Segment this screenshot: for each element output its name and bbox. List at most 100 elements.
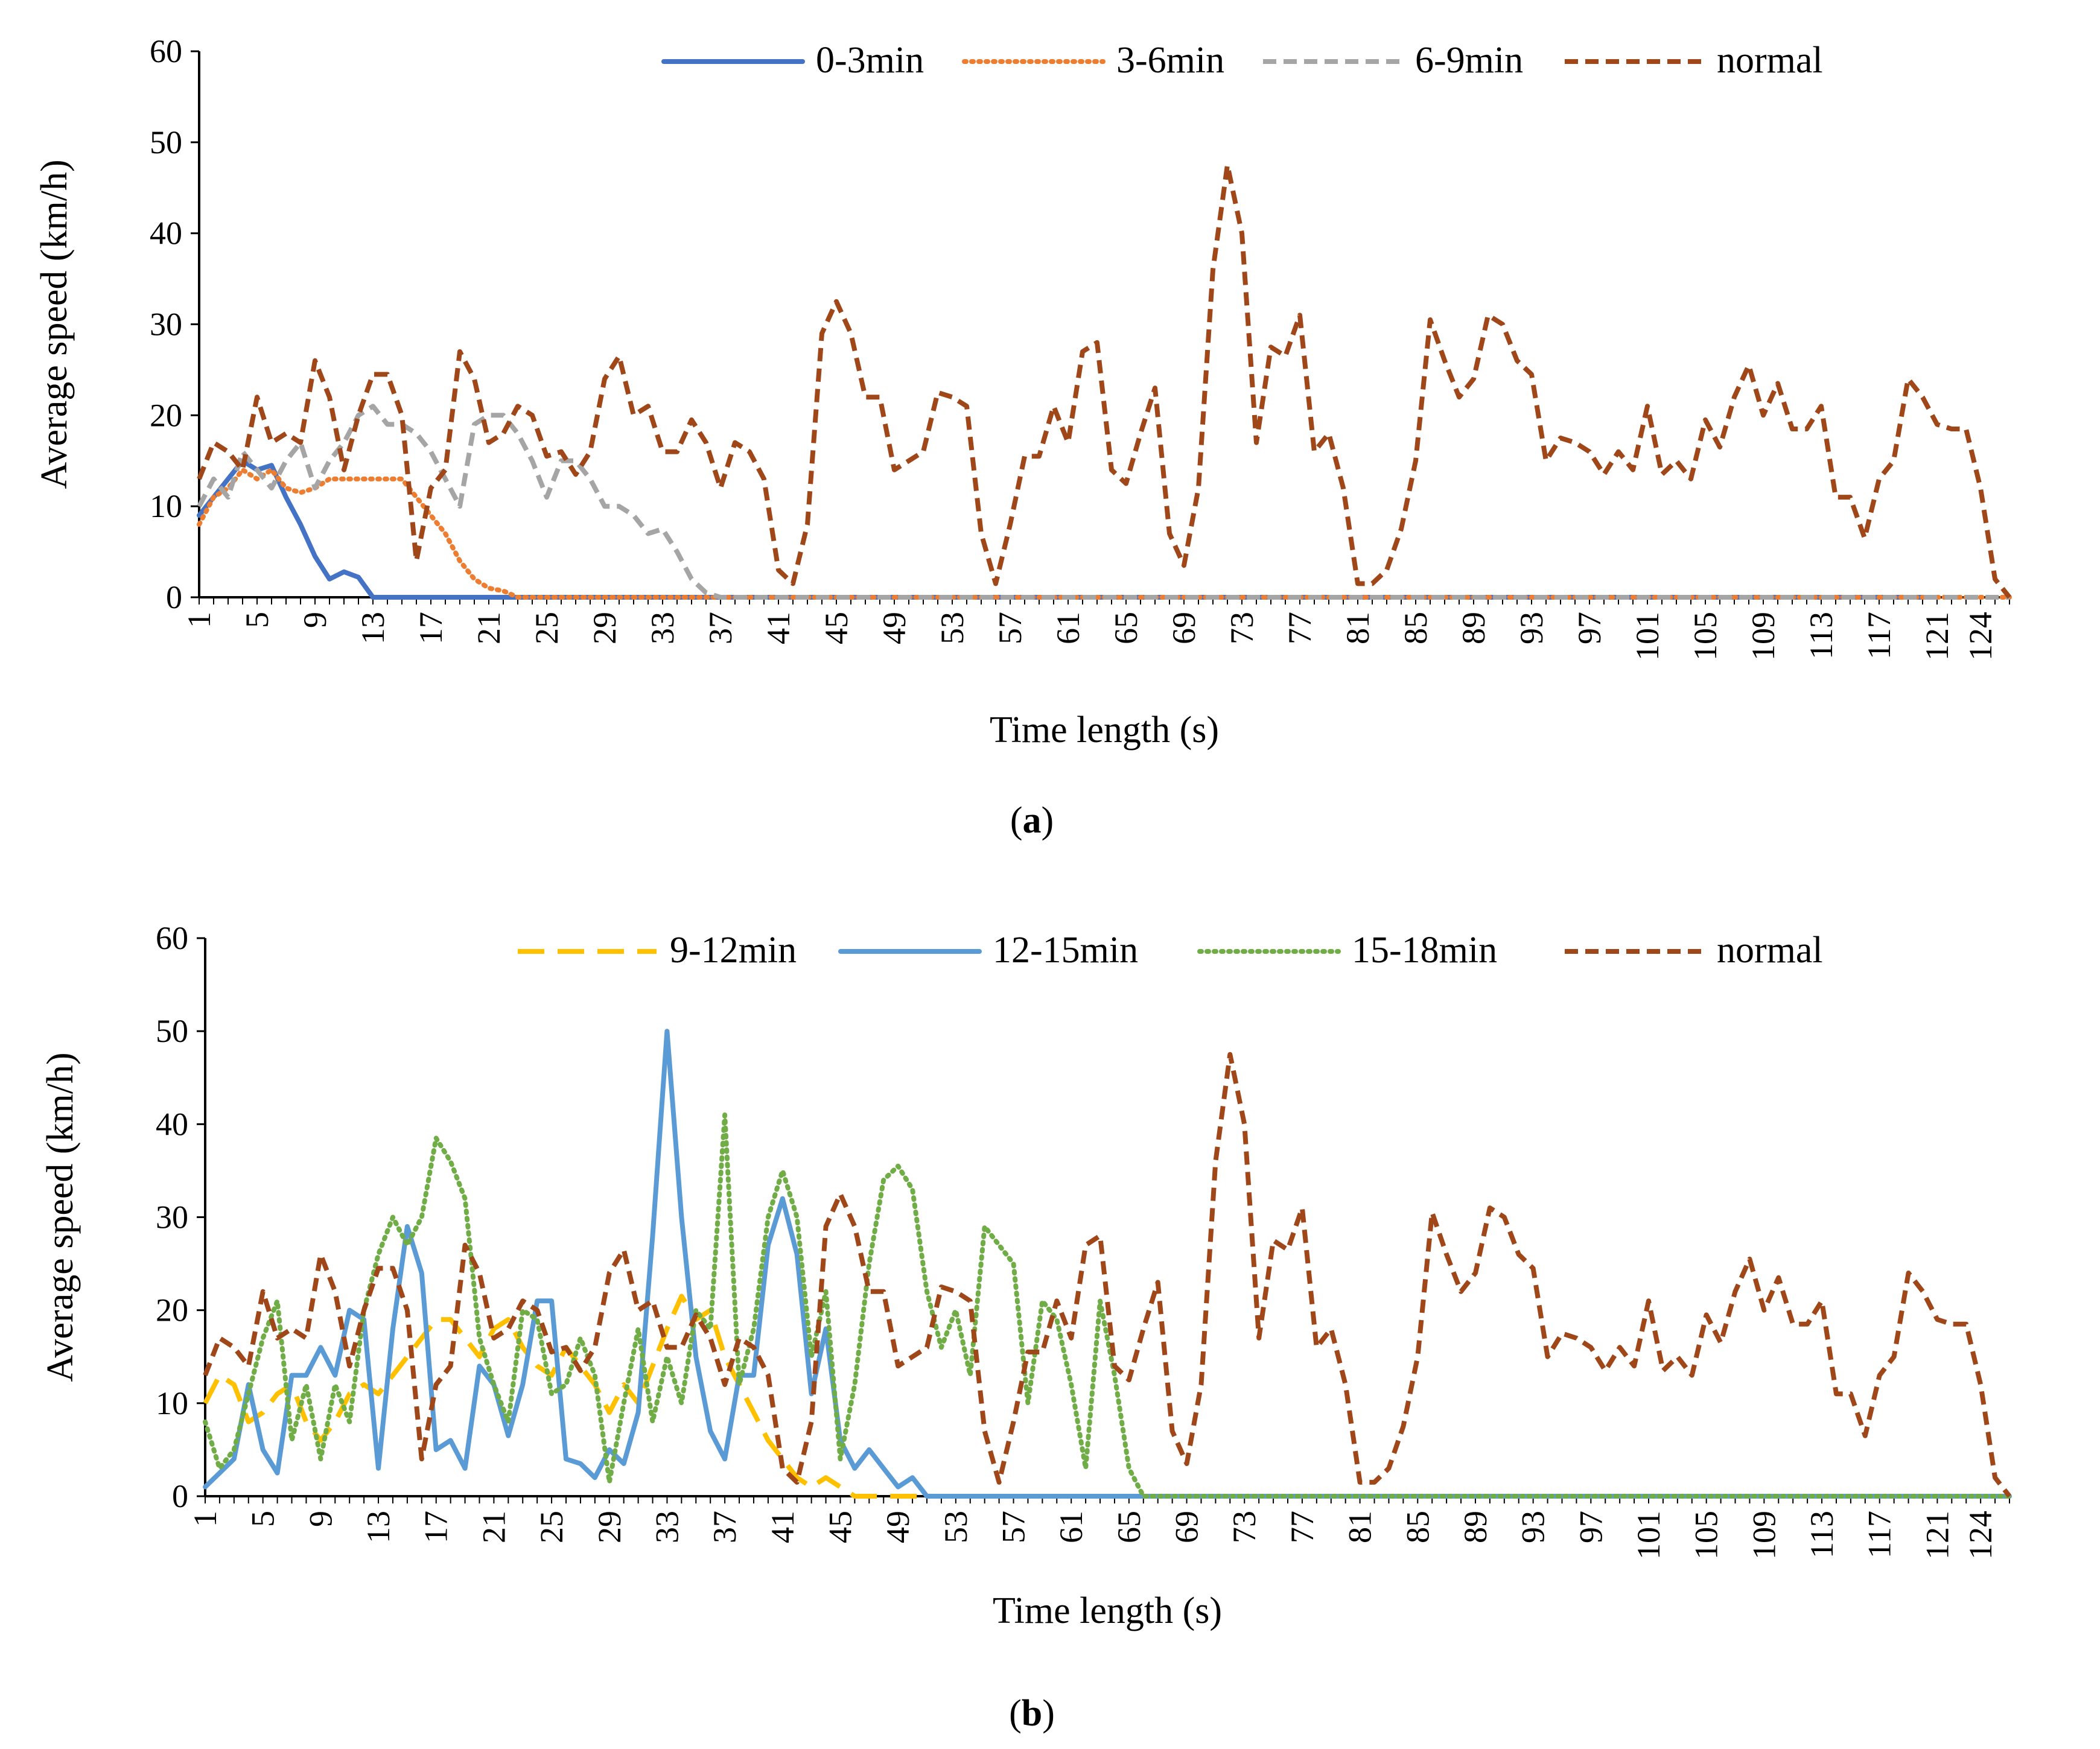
y-tick-label: 20	[156, 1292, 188, 1328]
x-tick-label: 61	[1053, 1511, 1089, 1543]
legend-label: 15-18min	[1352, 930, 1497, 971]
y-tick-label: 30	[150, 306, 182, 343]
y-tick-label: 20	[150, 397, 182, 433]
x-tick-label: 5	[239, 612, 275, 628]
caption-b-letter: b	[1022, 1693, 1042, 1734]
x-tick-label: 117	[1861, 612, 1897, 659]
x-tick-label: 29	[587, 612, 623, 644]
x-tick-label: 9	[297, 612, 333, 628]
x-tick-label: 89	[1456, 612, 1492, 644]
x-tick-label: 37	[702, 612, 739, 644]
y-tick-label: 40	[150, 215, 182, 252]
x-tick-label: 13	[355, 612, 391, 644]
x-tick-label: 45	[822, 1511, 858, 1543]
series-line-12-15min	[203, 1029, 2012, 1499]
chart-panel-b: 0 10 20 30 40 50 60 1 5 9 13 17 21 25 29 33 37 41 45 49 53 57…	[40, 920, 2012, 1631]
x-tick-label: 21	[471, 612, 507, 644]
x-axis-title: Time length (s)	[993, 1590, 1222, 1631]
x-tick-label: 93	[1515, 1511, 1551, 1543]
x-tick-label: 37	[707, 1511, 743, 1543]
x-tick-label: 93	[1513, 612, 1550, 644]
x-tick-label: 117	[1862, 1511, 1898, 1558]
x-tick-label: 85	[1398, 612, 1434, 644]
x-axis-title: Time length (s)	[990, 709, 1219, 751]
y-tick-label: 40	[156, 1106, 188, 1142]
x-tick-label: 101	[1631, 1511, 1667, 1560]
y-tick-label: 0	[172, 1478, 188, 1514]
legend-label: normal	[1717, 930, 1823, 971]
legend-label: 9-12min	[670, 930, 797, 971]
x-tick-label: 65	[1111, 1511, 1147, 1543]
y-tick-label: 10	[156, 1385, 188, 1421]
x-tick-label: 109	[1746, 1511, 1782, 1560]
x-tick-label: 85	[1399, 1511, 1436, 1543]
x-tick-label: 73	[1226, 1511, 1262, 1543]
x-tick-label: 105	[1687, 612, 1723, 661]
x-tick-label: 21	[476, 1511, 512, 1543]
x-tick-label: 73	[1224, 612, 1260, 644]
x-tick-label: 25	[529, 612, 565, 644]
legend-label: 0-3min	[816, 40, 924, 81]
x-tick-label: 89	[1457, 1511, 1494, 1543]
x-tick-label: 33	[649, 1511, 685, 1543]
y-tick-label: 60	[156, 920, 188, 956]
series-line-normal	[203, 1052, 2012, 1498]
legend-label: 12-15min	[993, 930, 1138, 971]
chart-panel-a: 0 10 20 30 40 50 60 1 5 9 13 17 21 25 29 33 37 41 45 49 53 57…	[34, 33, 2012, 751]
x-tick-label: 69	[1166, 612, 1202, 644]
caption-a-letter: a	[1023, 800, 1042, 841]
y-tick-label: 30	[156, 1199, 188, 1236]
x-tick-label: 81	[1342, 1511, 1378, 1543]
x-tick-label: 105	[1688, 1511, 1725, 1560]
y-tick-label: 10	[150, 488, 182, 524]
legend-label: 3-6min	[1116, 40, 1224, 81]
x-tick-label: 124	[1962, 612, 1999, 661]
series-line-0-3min	[197, 458, 1939, 600]
y-tick-label: 50	[150, 124, 182, 160]
x-tick-label: 97	[1573, 1511, 1609, 1543]
y-tick-label: 0	[166, 579, 182, 615]
x-tick-label: 13	[360, 1511, 396, 1543]
caption-b: (b)	[1009, 1693, 1055, 1734]
x-tick-label: 97	[1571, 612, 1608, 644]
x-tick-label: 1	[181, 612, 217, 628]
x-tick-label: 41	[760, 612, 797, 644]
x-tick-label: 1	[187, 1511, 223, 1527]
x-tick-label: 17	[413, 612, 449, 644]
legend: 0-3min 3-6min 6-9min normal	[661, 40, 1823, 81]
x-tick-label: 45	[818, 612, 854, 644]
x-tick-label: 49	[876, 612, 912, 644]
legend-label: 6-9min	[1415, 40, 1523, 81]
y-axis-title: Average speed (km/h)	[34, 159, 75, 489]
legend: 9-12min 12-15min 15-18min normal	[518, 930, 1823, 971]
x-tick-label: 9	[302, 1511, 339, 1527]
x-tick-label: 124	[1962, 1511, 1999, 1560]
y-tick-label: 60	[150, 33, 182, 69]
y-tick-label: 50	[156, 1013, 188, 1049]
series-line-normal	[197, 162, 2012, 599]
x-tick-label: 113	[1804, 1511, 1840, 1558]
x-tick-label: 65	[1108, 612, 1144, 644]
series-line-3-6min	[197, 467, 2012, 600]
series-line-6-9min	[197, 404, 2009, 600]
x-tick-label: 49	[880, 1511, 916, 1543]
x-tick-label: 77	[1282, 612, 1318, 644]
x-tick-label: 69	[1169, 1511, 1205, 1543]
x-tick-label: 57	[996, 1511, 1032, 1543]
x-tick-label: 101	[1629, 612, 1666, 661]
x-tick-label: 109	[1745, 612, 1781, 661]
x-tick-label: 113	[1803, 612, 1839, 659]
x-tick-label: 33	[644, 612, 681, 644]
x-tick-label: 41	[765, 1511, 801, 1543]
caption-a: (a)	[1010, 800, 1054, 841]
x-tick-label: 121	[1919, 612, 1955, 661]
x-tick-label: 57	[992, 612, 1028, 644]
x-tick-label: 81	[1340, 612, 1376, 644]
x-tick-label: 53	[934, 612, 970, 644]
legend-label: normal	[1717, 40, 1823, 81]
x-tick-label: 53	[938, 1511, 974, 1543]
y-axis-title: Average speed (km/h)	[40, 1052, 81, 1382]
x-tick-label: 25	[533, 1511, 570, 1543]
x-tick-label: 29	[591, 1511, 628, 1543]
